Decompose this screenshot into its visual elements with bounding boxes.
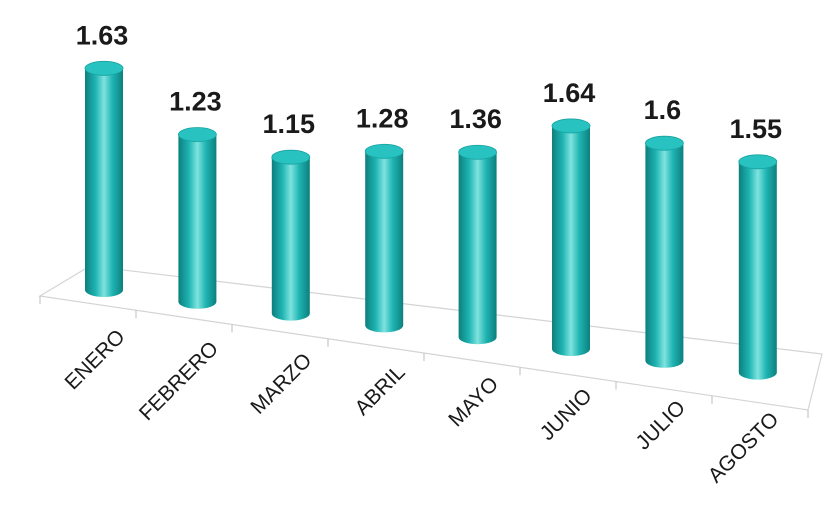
bar-enero — [84, 60, 124, 297]
bar-julio — [645, 135, 684, 368]
bars-group — [84, 60, 778, 380]
category-label: MARZO — [246, 349, 316, 419]
value-label: 1.55 — [730, 114, 783, 144]
value-label: 1.28 — [356, 103, 409, 133]
bar-top — [84, 60, 124, 76]
bar-body — [645, 143, 684, 368]
bar-junio — [551, 118, 591, 357]
bar-abril — [364, 143, 404, 333]
bar-top — [458, 144, 498, 160]
category-label: AGOSTO — [704, 408, 784, 488]
category-label: JULIO — [632, 396, 690, 454]
bar-body — [85, 68, 123, 297]
value-labels-group: 1.63 1.23 1.15 1.28 1.36 1.64 1.6 1.55 — [76, 20, 782, 143]
bar-febrero — [177, 127, 217, 309]
bar-agosto — [738, 154, 778, 380]
bar-mayo — [458, 144, 498, 345]
value-label: 1.23 — [169, 87, 222, 117]
category-label: ABRIL — [351, 361, 410, 420]
bar-marzo — [271, 149, 311, 321]
category-label: MAYO — [444, 372, 503, 431]
value-label: 1.64 — [543, 78, 596, 108]
bar-top — [551, 118, 591, 134]
bar-body — [458, 152, 497, 345]
bar-top — [364, 143, 404, 159]
bar-body — [178, 134, 217, 309]
value-label: 1.63 — [76, 20, 129, 50]
category-label: FEBRERO — [135, 337, 223, 425]
bar-top — [645, 135, 684, 151]
category-label: ENERO — [60, 325, 129, 394]
bar-top — [177, 127, 217, 142]
floor-plane — [38, 265, 823, 411]
value-label: 1.6 — [644, 95, 682, 125]
chart-floor — [38, 265, 823, 418]
bar-body — [552, 125, 590, 357]
bar-top — [738, 154, 778, 170]
value-label: 1.36 — [449, 104, 502, 134]
category-label: JUNIO — [536, 384, 597, 445]
value-label: 1.15 — [263, 109, 316, 139]
bar-body — [271, 157, 310, 321]
bar-body — [365, 151, 404, 333]
bar-body — [738, 161, 777, 380]
bar-top — [271, 149, 311, 165]
